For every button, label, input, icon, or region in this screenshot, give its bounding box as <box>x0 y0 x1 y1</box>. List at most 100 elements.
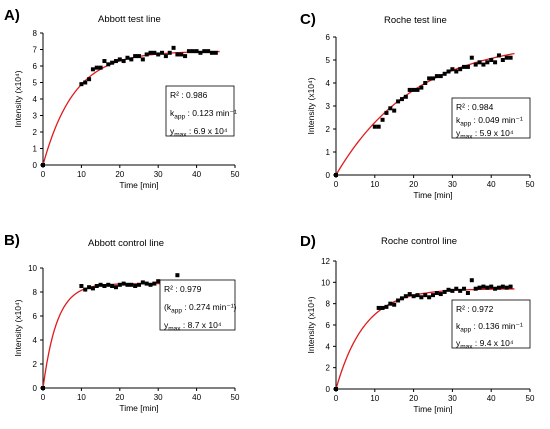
data-point <box>137 282 141 287</box>
stats-line: R² : 0.984 <box>456 102 494 112</box>
stats-box <box>451 97 531 139</box>
data-point <box>496 53 501 58</box>
x-tick-label: 10 <box>77 170 86 179</box>
data-point <box>500 284 505 289</box>
y-tick-label: 1 <box>326 148 331 157</box>
data-point <box>106 62 111 67</box>
stats-line: R² : 0.972 <box>456 304 494 314</box>
data-point <box>442 289 447 294</box>
x-tick-label: 20 <box>409 394 418 403</box>
x-tick-label: 40 <box>192 393 201 402</box>
y-tick-label: 4 <box>326 342 331 351</box>
data-point <box>87 285 92 290</box>
data-point <box>376 124 381 129</box>
data-point <box>102 284 107 288</box>
stats-box <box>159 279 236 331</box>
y-tick-label: 8 <box>33 29 38 38</box>
data-point <box>140 280 145 285</box>
data-point <box>462 64 467 69</box>
y-tick-label: 2 <box>326 125 331 134</box>
data-point <box>446 69 451 74</box>
data-point <box>392 108 397 113</box>
data-point <box>121 281 126 286</box>
data-point <box>485 285 490 290</box>
data-point <box>438 74 443 79</box>
data-point <box>450 67 455 72</box>
data-point <box>392 302 397 307</box>
data-point <box>156 279 161 284</box>
y-tick-label: 4 <box>33 95 38 104</box>
stats-line: kapp : 0.123 min⁻¹ <box>170 108 237 121</box>
data-point <box>407 87 412 92</box>
data-point <box>434 291 439 295</box>
data-point <box>427 295 432 300</box>
y-tick-label: 4 <box>326 79 331 88</box>
y-axis-label: Intensity (x10⁴) <box>13 70 23 127</box>
data-point <box>175 52 180 57</box>
data-point <box>133 54 138 59</box>
data-point <box>485 60 490 65</box>
x-tick-label: 30 <box>154 393 163 402</box>
data-point <box>396 298 401 303</box>
y-tick-label: 10 <box>321 278 330 287</box>
data-point <box>493 60 498 65</box>
stats-line: kapp : 0.049 min⁻¹ <box>456 115 523 128</box>
data-point <box>442 71 447 76</box>
panel-letter: C) <box>300 11 316 28</box>
panel-title: Abbott test line <box>98 14 161 25</box>
x-axis-label: Time [min] <box>119 403 158 413</box>
panel-title: Roche test line <box>384 15 447 26</box>
data-point <box>121 59 126 64</box>
data-point <box>140 57 145 62</box>
y-tick-label: 0 <box>326 385 331 394</box>
data-point <box>399 296 404 301</box>
data-point <box>175 273 180 278</box>
y-tick-label: 7 <box>33 46 38 55</box>
data-point <box>423 81 428 85</box>
data-point <box>98 65 103 70</box>
x-tick-label: 50 <box>231 170 240 179</box>
data-point <box>504 55 509 60</box>
data-point <box>144 52 149 57</box>
data-point <box>489 58 494 62</box>
data-point <box>465 64 470 69</box>
y-tick-label: 5 <box>326 56 331 65</box>
y-tick-label: 3 <box>33 112 38 121</box>
data-point <box>380 117 385 122</box>
x-tick-label: 20 <box>115 170 124 179</box>
data-point <box>403 294 408 299</box>
y-tick-label: 6 <box>326 33 331 42</box>
y-tick-label: 2 <box>33 360 38 369</box>
x-tick-label: 40 <box>192 170 201 179</box>
chart-panel-3: B) Abbott control line 0 10 20 30 40 50 0 2 4 6 8 10 T… <box>4 232 240 413</box>
x-tick-label: 40 <box>487 180 496 189</box>
data-point <box>462 286 467 291</box>
data-point <box>384 304 389 309</box>
data-point <box>90 286 95 291</box>
data-point <box>113 59 118 64</box>
stats-line: R² : 0.986 <box>170 90 208 100</box>
data-point <box>152 281 157 286</box>
data-point <box>450 288 455 293</box>
data-point <box>496 285 501 290</box>
data-point <box>171 45 176 50</box>
data-point <box>388 301 393 306</box>
x-tick-label: 50 <box>526 180 535 189</box>
data-point <box>202 49 207 54</box>
data-point <box>83 80 88 85</box>
data-point <box>504 285 509 290</box>
data-point <box>190 49 195 54</box>
panel-letter: B) <box>4 232 20 249</box>
data-point <box>156 52 161 57</box>
stats-line: ymax : 9.4 x 10⁴ <box>456 338 514 351</box>
y-tick-label: 0 <box>326 171 331 180</box>
y-tick-label: 6 <box>33 62 38 71</box>
stats-line: ymax : 8.7 x 10⁴ <box>164 320 222 333</box>
data-point <box>388 106 393 111</box>
stats-line: kapp : 0.136 min⁻¹ <box>456 321 523 334</box>
x-tick-label: 10 <box>370 180 379 189</box>
data-point <box>454 286 459 291</box>
y-tick-label: 8 <box>33 288 38 297</box>
data-point <box>481 62 486 67</box>
